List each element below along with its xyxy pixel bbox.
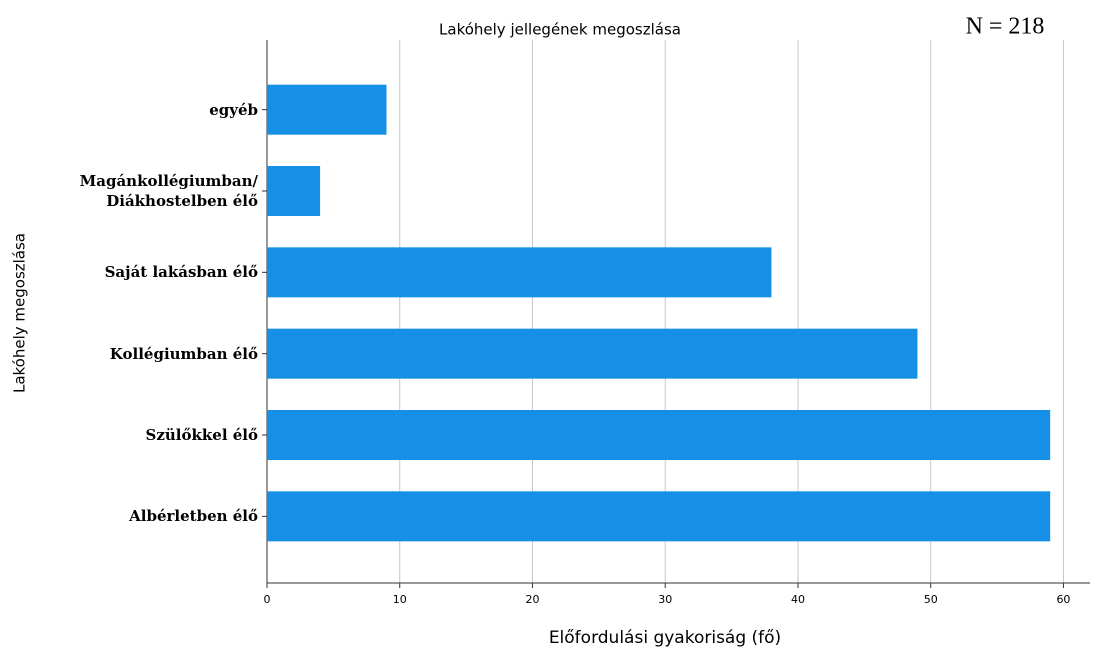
- y-tick-label: egyéb: [209, 100, 258, 119]
- y-tick-label: Magánkollégiumban/ Diákhostelben élő: [79, 172, 258, 210]
- y-tick-label: Albérletben élő: [129, 507, 258, 526]
- x-tick-label: 50: [924, 593, 938, 606]
- x-tick-label: 60: [1056, 593, 1070, 606]
- x-axis-label: Előfordulási gyakoriság (fő): [549, 628, 781, 648]
- y-tick-label: Kollégiumban élő: [109, 344, 258, 363]
- annotation: N = 218: [966, 14, 1045, 40]
- bar: [267, 491, 1051, 542]
- bar: [267, 166, 321, 216]
- bar: [267, 84, 387, 135]
- x-tick-label: 20: [525, 593, 539, 606]
- bar: [267, 410, 1051, 460]
- x-tick-label: 10: [393, 593, 407, 606]
- y-tick-label: Szülőkkel élő: [145, 426, 258, 444]
- x-tick-label: 30: [658, 593, 672, 606]
- bar: [267, 247, 772, 298]
- bar: [267, 328, 918, 379]
- x-tick-label: 40: [791, 593, 805, 606]
- y-tick-label: Saját lakásban élő: [104, 263, 258, 282]
- chart-title: Lakóhely jellegének megoszlása: [439, 21, 681, 39]
- x-tick-label: 0: [264, 593, 271, 606]
- y-axis-label: Lakóhely megoszlása: [11, 233, 29, 393]
